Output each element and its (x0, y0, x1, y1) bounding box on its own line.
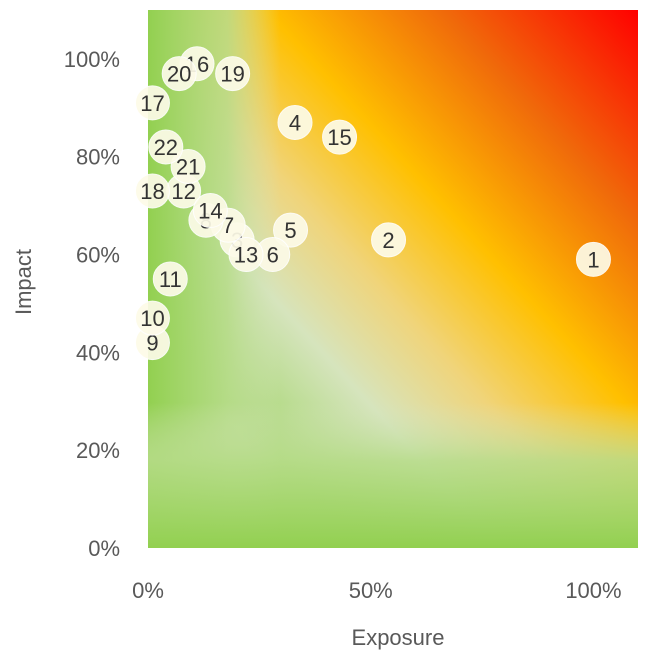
x-axis-title: Exposure (352, 625, 445, 650)
risk-bubble-10: 10 (134, 300, 170, 336)
heatmap-bottom-band (148, 402, 638, 548)
x-tick-label: 0% (132, 578, 164, 603)
bubble-marker (134, 85, 170, 121)
bubble-label: 22 (154, 135, 178, 160)
bubble-marker (161, 56, 197, 92)
risk-bubble-2: 2 (371, 222, 407, 258)
bubble-label: 15 (327, 125, 351, 150)
y-axis-ticks: 0% 20% 40% 60% 80% 100% (64, 47, 120, 561)
bubble-marker (575, 241, 611, 277)
x-tick-label: 100% (565, 578, 621, 603)
bubble-marker (170, 149, 206, 185)
heatmap-background (148, 10, 638, 548)
bubble-label: 13 (234, 243, 258, 268)
y-tick-label: 80% (76, 145, 120, 170)
bubble-marker (273, 212, 309, 248)
bubble-label: 20 (167, 62, 191, 87)
y-tick-label: 100% (64, 47, 120, 72)
y-tick-label: 0% (88, 536, 120, 561)
bubble-marker (192, 193, 228, 229)
bubble-label: 2 (382, 228, 394, 253)
risk-bubble-6: 6 (255, 237, 291, 273)
bubble-marker (371, 222, 407, 258)
risk-bubble-5: 5 (273, 212, 309, 248)
risk-bubble-20: 20 (161, 56, 197, 92)
x-tick-label: 50% (349, 578, 393, 603)
y-axis-title: Impact (11, 249, 36, 315)
bubble-marker (215, 56, 251, 92)
risk-bubble-14: 14 (192, 193, 228, 229)
bubble-label: 5 (284, 218, 296, 243)
bubble-marker (148, 129, 184, 165)
bubble-marker (134, 173, 170, 209)
bubble-label: 11 (159, 267, 182, 292)
y-tick-label: 20% (76, 438, 120, 463)
bubble-marker (277, 104, 313, 140)
bubble-label: 17 (140, 91, 164, 116)
bubble-marker (228, 237, 264, 273)
risk-bubble-13: 13 (228, 237, 264, 273)
y-tick-label: 60% (76, 243, 120, 268)
bubble-label: 18 (140, 179, 164, 204)
bubble-marker (134, 300, 170, 336)
bubble-marker (322, 119, 358, 155)
risk-bubble-22: 22 (148, 129, 184, 165)
x-axis-ticks: 0% 50% 100% (132, 578, 621, 603)
risk-bubble-1: 1 (575, 241, 611, 277)
bubble-marker (152, 261, 188, 297)
bubble-label: 9 (146, 331, 158, 356)
bubble-label: 19 (220, 62, 244, 87)
risk-bubble-4: 4 (277, 104, 313, 140)
risk-bubble-11: 11 (152, 261, 188, 297)
bubble-label: 6 (267, 243, 279, 268)
bubble-label: 4 (289, 110, 301, 135)
risk-bubble-15: 15 (322, 119, 358, 155)
risk-bubble-17: 17 (134, 85, 170, 121)
risk-bubble-19: 19 (215, 56, 251, 92)
risk-bubbles: 12345678910111213141516171819202122 (134, 46, 611, 361)
risk-bubble-21: 21 (170, 149, 206, 185)
y-tick-label: 40% (76, 340, 120, 365)
bubble-label: 1 (587, 247, 599, 272)
risk-bubble-18: 18 (134, 173, 170, 209)
bubble-label: 14 (198, 199, 222, 224)
bubble-label: 21 (176, 155, 200, 180)
bubble-label: 10 (140, 306, 164, 331)
